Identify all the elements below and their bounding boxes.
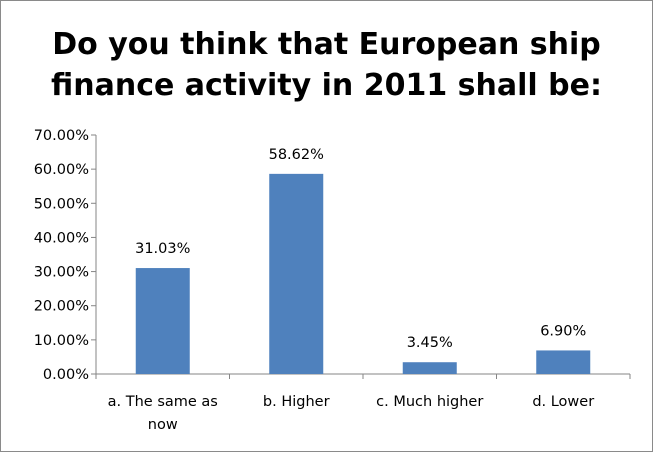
bar [402,362,457,374]
bar [269,173,324,374]
y-tick-label: 40.00% [34,230,89,246]
bar [536,350,591,374]
y-tick-label: 10.00% [34,333,89,349]
data-label: 31.03% [135,241,190,257]
data-label: 58.62% [269,147,324,163]
y-tick-label: 0.00% [43,367,89,383]
chart-title: Do you think that European ship finance … [0,24,653,106]
x-category-label: a. The same as [108,394,218,410]
x-category-label: now [148,417,178,433]
x-category-label: b. Higher [263,394,330,410]
chart-title-line-1: Do you think that European ship [52,27,601,62]
data-label: 3.45% [407,335,453,351]
y-tick-label: 50.00% [34,196,89,212]
x-category-label: c. Much higher [376,394,483,410]
x-category-label: d. Lower [532,394,594,410]
y-tick-label: 20.00% [34,299,89,315]
chart-title-line-2: finance activity in 2011 shall be: [51,68,602,103]
y-tick-label: 30.00% [34,265,89,281]
y-tick-label: 60.00% [34,162,89,178]
data-label: 6.90% [540,323,586,339]
y-tick-label: 70.00% [34,128,89,144]
bar [135,268,190,374]
